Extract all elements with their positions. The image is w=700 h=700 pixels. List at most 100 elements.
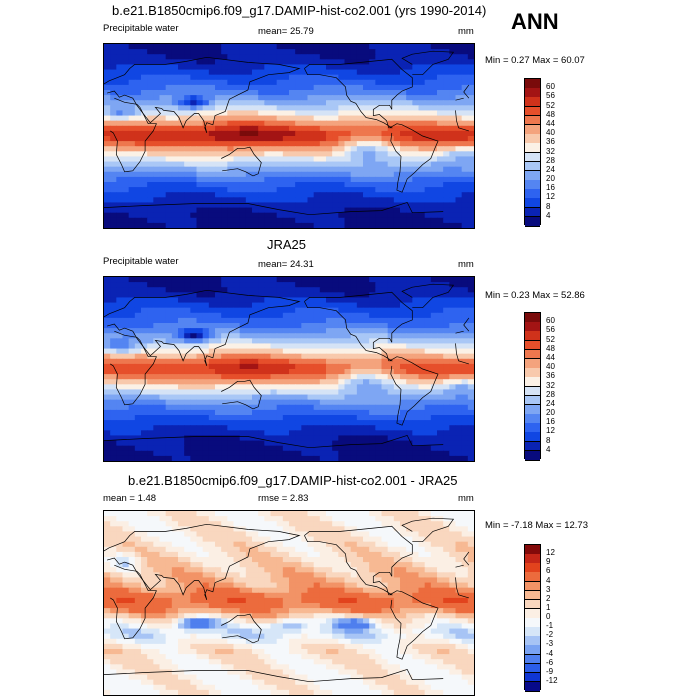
field-cell — [307, 430, 315, 437]
field-cell — [165, 546, 173, 553]
field-cell — [375, 333, 383, 339]
field-cell — [301, 302, 309, 309]
field-cell — [159, 323, 167, 329]
field-cell — [406, 212, 413, 219]
field-cell — [128, 435, 136, 442]
field-cell — [258, 435, 265, 442]
field-cell — [319, 450, 327, 457]
field-cell — [122, 79, 130, 86]
field-cell — [147, 292, 154, 299]
field-cell — [147, 363, 154, 370]
field-cell — [128, 379, 136, 385]
field-cell — [221, 541, 228, 548]
field-cell — [387, 49, 395, 55]
field-cell — [443, 54, 450, 60]
field-cell — [400, 197, 407, 204]
field-cell — [400, 323, 407, 329]
field-cell — [282, 297, 290, 304]
field-cell — [122, 394, 130, 401]
field-cell — [252, 125, 259, 132]
field-cell — [350, 399, 358, 406]
field-cell — [307, 125, 315, 132]
field-cell — [147, 546, 154, 553]
field-cell — [282, 521, 290, 527]
field-cell — [116, 156, 124, 163]
field-cell — [393, 79, 401, 86]
field-cell — [406, 328, 413, 334]
field-cell — [252, 358, 259, 365]
field-cell — [233, 338, 241, 345]
field-cell — [159, 212, 167, 219]
coastline-north-america — [304, 58, 413, 129]
field-cell — [134, 84, 142, 91]
field-cell — [424, 399, 432, 406]
field-cell — [443, 445, 450, 452]
field-cell — [461, 59, 469, 66]
field-cell — [356, 217, 364, 224]
field-cell — [344, 277, 352, 283]
field-cell — [289, 49, 296, 55]
field-cell — [338, 69, 346, 76]
panel2-map — [103, 276, 475, 462]
field-cell — [369, 146, 376, 152]
field-cell — [418, 541, 426, 548]
field-cell — [455, 64, 463, 71]
field-cell — [313, 307, 321, 314]
field-cell — [282, 277, 290, 283]
field-cell — [202, 302, 210, 309]
field-cell — [233, 54, 241, 60]
field-cell — [264, 287, 272, 293]
field-cell — [165, 333, 173, 339]
field-cell — [276, 212, 284, 219]
field-cell — [215, 353, 222, 360]
field-cell — [350, 409, 358, 416]
field-cell — [171, 74, 179, 81]
field-cell — [319, 546, 327, 553]
field-cell — [406, 110, 413, 117]
field-cell — [461, 425, 469, 431]
field-cell — [375, 435, 383, 442]
field-cell — [344, 64, 352, 71]
field-cell — [332, 348, 339, 355]
field-cell — [122, 64, 130, 71]
field-cell — [282, 363, 290, 370]
field-cell — [110, 95, 117, 101]
field-cell — [369, 282, 376, 288]
field-cell — [258, 531, 265, 538]
field-cell — [437, 374, 444, 380]
field-cell — [208, 292, 216, 299]
colorbar-tick-label: 36 — [546, 371, 555, 381]
field-cell — [208, 384, 216, 391]
field-cell — [418, 187, 426, 193]
field-cell — [406, 435, 413, 442]
field-cell — [319, 333, 327, 339]
field-cell — [221, 302, 228, 309]
field-cell — [141, 182, 148, 188]
field-cell — [147, 222, 154, 228]
field-cell — [141, 217, 148, 224]
field-cell — [461, 420, 469, 426]
field-cell — [110, 287, 117, 293]
field-cell — [437, 69, 444, 76]
field-cell — [258, 425, 265, 431]
field-cell — [467, 348, 474, 355]
field-cell — [276, 105, 284, 112]
field-cell — [369, 90, 376, 96]
field-cell — [387, 282, 395, 288]
field-cell — [153, 531, 161, 538]
field-cell — [258, 526, 265, 533]
field-cell — [239, 49, 247, 55]
field-cell — [227, 49, 235, 55]
field-cell — [233, 374, 241, 380]
field-cell — [313, 425, 321, 431]
field-cell — [418, 120, 426, 127]
field-cell — [443, 343, 450, 350]
field-cell — [449, 54, 457, 60]
field-cell — [319, 287, 327, 293]
field-cell — [276, 536, 284, 543]
field-cell — [239, 445, 247, 452]
field-cell — [400, 171, 407, 178]
field-cell — [233, 64, 241, 71]
field-cell — [393, 526, 401, 533]
field-cell — [282, 440, 290, 447]
